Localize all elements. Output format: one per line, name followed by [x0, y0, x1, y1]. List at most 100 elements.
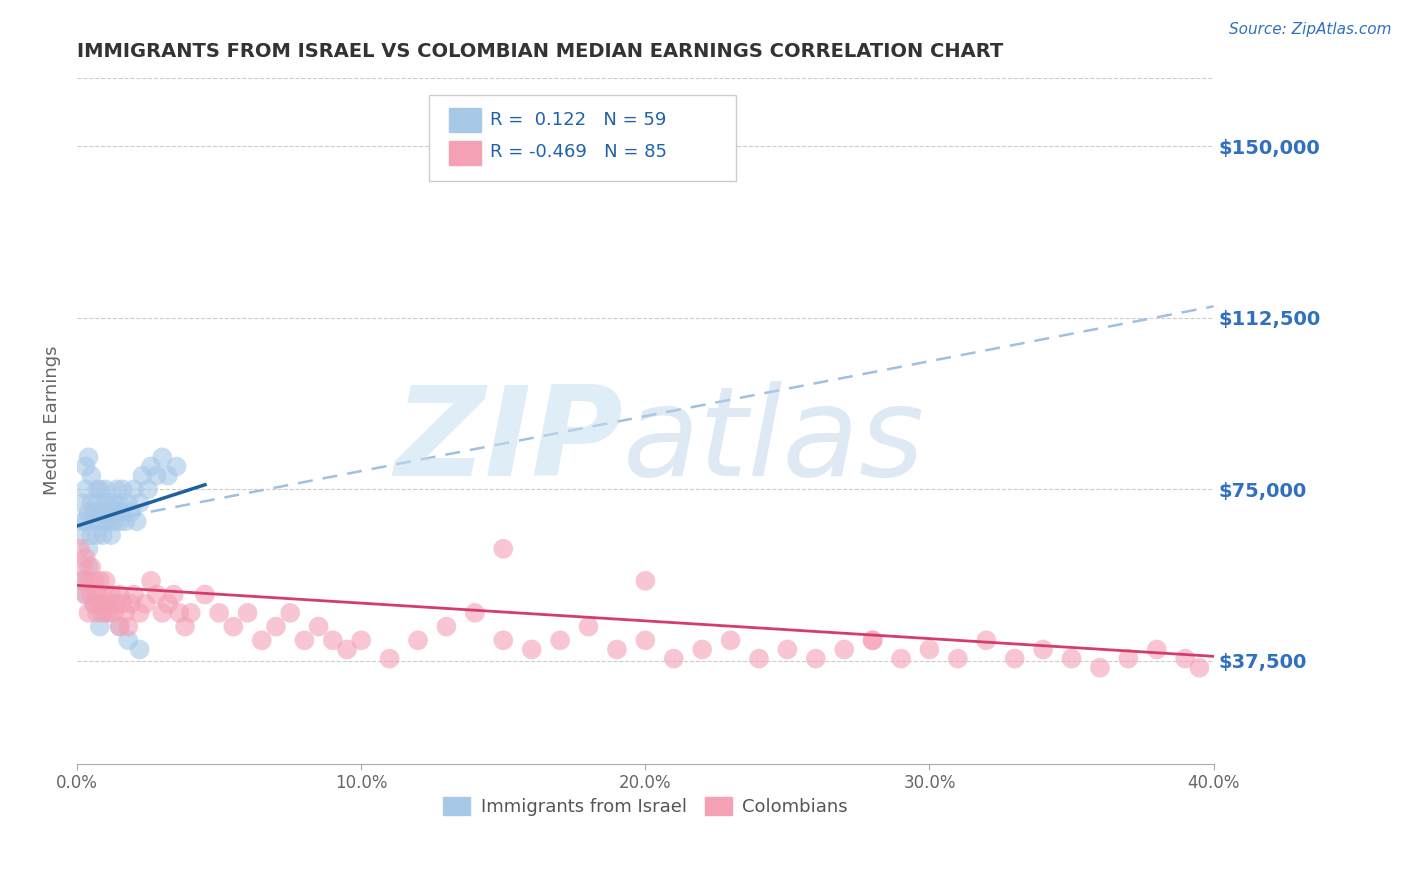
- Point: [1174, 651, 1197, 665]
- Point: [163, 588, 186, 602]
- Point: [108, 588, 131, 602]
- Point: [89, 619, 111, 633]
- Point: [606, 642, 628, 657]
- Point: [117, 496, 139, 510]
- Point: [150, 606, 173, 620]
- Point: [1004, 651, 1026, 665]
- Text: R =  0.122   N = 59: R = 0.122 N = 59: [489, 112, 666, 129]
- Point: [150, 450, 173, 465]
- Point: [100, 528, 122, 542]
- Point: [548, 633, 571, 648]
- Point: [292, 633, 315, 648]
- Point: [77, 505, 100, 519]
- Point: [946, 651, 969, 665]
- Point: [120, 597, 142, 611]
- Text: Source: ZipAtlas.com: Source: ZipAtlas.com: [1229, 22, 1392, 37]
- Point: [97, 514, 120, 528]
- Point: [83, 574, 105, 588]
- Point: [72, 514, 94, 528]
- Point: [108, 496, 131, 510]
- Point: [75, 459, 97, 474]
- Point: [72, 574, 94, 588]
- Point: [86, 483, 108, 497]
- Point: [100, 597, 122, 611]
- Text: IMMIGRANTS FROM ISRAEL VS COLOMBIAN MEDIAN EARNINGS CORRELATION CHART: IMMIGRANTS FROM ISRAEL VS COLOMBIAN MEDI…: [77, 42, 1004, 61]
- Point: [156, 468, 179, 483]
- Point: [75, 588, 97, 602]
- Point: [208, 606, 231, 620]
- Point: [77, 560, 100, 574]
- Point: [103, 514, 125, 528]
- Point: [748, 651, 770, 665]
- Point: [862, 633, 884, 648]
- Point: [180, 606, 202, 620]
- Point: [804, 651, 827, 665]
- Point: [662, 651, 685, 665]
- Point: [80, 528, 103, 542]
- Point: [145, 588, 167, 602]
- Point: [80, 496, 103, 510]
- Point: [250, 633, 273, 648]
- Point: [194, 588, 217, 602]
- Point: [100, 588, 122, 602]
- Point: [91, 606, 114, 620]
- Point: [464, 606, 486, 620]
- Point: [108, 514, 131, 528]
- Point: [94, 514, 117, 528]
- Point: [77, 541, 100, 556]
- Point: [634, 574, 657, 588]
- Text: ZIP: ZIP: [394, 381, 623, 502]
- Point: [122, 483, 145, 497]
- Point: [720, 633, 742, 648]
- Point: [89, 483, 111, 497]
- Point: [378, 651, 401, 665]
- Point: [890, 651, 912, 665]
- Point: [83, 597, 105, 611]
- Point: [1118, 651, 1140, 665]
- Point: [69, 528, 91, 542]
- Point: [83, 597, 105, 611]
- Point: [117, 619, 139, 633]
- Point: [94, 483, 117, 497]
- Text: R = -0.469   N = 85: R = -0.469 N = 85: [489, 144, 666, 161]
- Point: [80, 588, 103, 602]
- Point: [128, 496, 150, 510]
- FancyBboxPatch shape: [429, 95, 737, 180]
- Point: [1032, 642, 1054, 657]
- Point: [166, 459, 188, 474]
- Point: [91, 528, 114, 542]
- Legend: Immigrants from Israel, Colombians: Immigrants from Israel, Colombians: [436, 789, 855, 823]
- Point: [174, 619, 197, 633]
- Point: [169, 606, 191, 620]
- Point: [136, 483, 159, 497]
- Point: [131, 468, 153, 483]
- Point: [278, 606, 301, 620]
- Point: [89, 514, 111, 528]
- Point: [492, 633, 515, 648]
- Point: [105, 505, 128, 519]
- Point: [89, 574, 111, 588]
- Point: [336, 642, 359, 657]
- Point: [75, 588, 97, 602]
- Point: [117, 633, 139, 648]
- Point: [75, 514, 97, 528]
- Point: [80, 560, 103, 574]
- Point: [436, 619, 458, 633]
- Point: [94, 597, 117, 611]
- Point: [77, 574, 100, 588]
- Point: [86, 528, 108, 542]
- Point: [776, 642, 799, 657]
- Point: [83, 505, 105, 519]
- Point: [520, 642, 543, 657]
- Point: [72, 496, 94, 510]
- Point: [492, 541, 515, 556]
- Point: [108, 619, 131, 633]
- Point: [322, 633, 344, 648]
- Point: [97, 496, 120, 510]
- Point: [120, 505, 142, 519]
- Point: [94, 496, 117, 510]
- Point: [1088, 661, 1111, 675]
- Point: [72, 560, 94, 574]
- Point: [145, 468, 167, 483]
- Point: [77, 606, 100, 620]
